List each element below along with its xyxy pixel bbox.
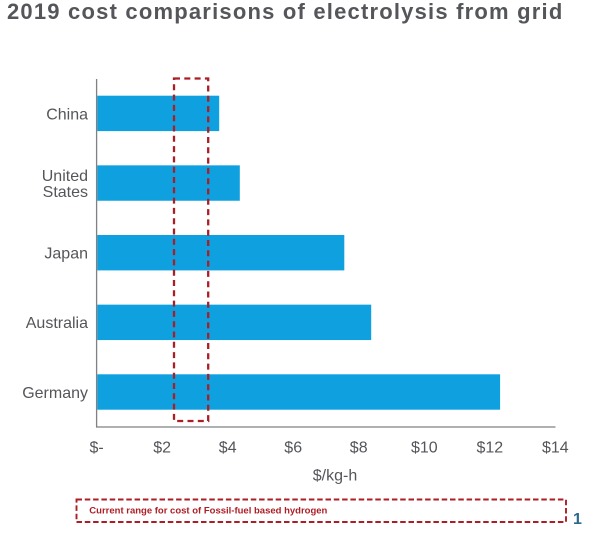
svg-text:Germany: Germany	[22, 385, 88, 402]
svg-text:$14: $14	[542, 440, 569, 457]
svg-text:$10: $10	[411, 440, 438, 457]
svg-text:$6: $6	[284, 440, 302, 457]
svg-text:$2: $2	[153, 440, 171, 457]
svg-text:$8: $8	[350, 440, 368, 457]
svg-text:$4: $4	[219, 440, 237, 457]
svg-text:United: United	[42, 168, 88, 185]
svg-text:China: China	[46, 106, 88, 123]
svg-text:1: 1	[573, 511, 582, 528]
svg-text:States: States	[43, 184, 88, 201]
svg-text:Australia: Australia	[26, 315, 88, 332]
svg-text:$-: $-	[89, 440, 103, 457]
svg-text:Current range for cost of Foss: Current range for cost of Fossil-fuel ba…	[89, 506, 327, 517]
svg-text:$12: $12	[476, 440, 503, 457]
svg-text:Japan: Japan	[44, 246, 88, 263]
svg-text:$/kg-h: $/kg-h	[313, 468, 357, 485]
